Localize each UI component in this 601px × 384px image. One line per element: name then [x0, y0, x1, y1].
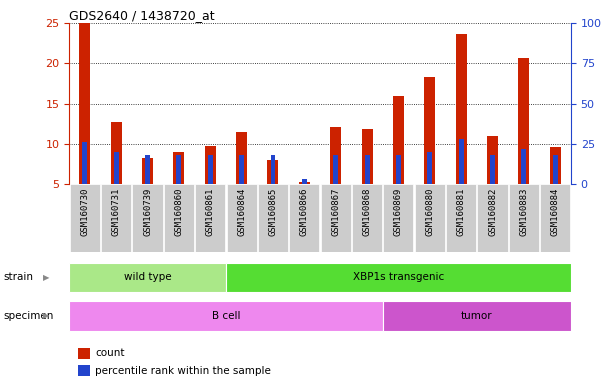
Bar: [477, 184, 508, 252]
Bar: [330, 127, 341, 184]
Bar: [70, 184, 100, 252]
Text: GSM160869: GSM160869: [394, 188, 403, 236]
Text: GSM160866: GSM160866: [300, 188, 309, 236]
Bar: [142, 158, 153, 184]
Bar: [383, 301, 571, 331]
Text: GSM160731: GSM160731: [112, 188, 121, 236]
Bar: [208, 155, 213, 184]
Bar: [456, 34, 466, 184]
Bar: [236, 132, 247, 184]
Bar: [145, 155, 150, 184]
Bar: [427, 152, 432, 184]
Bar: [490, 155, 495, 184]
Text: ▶: ▶: [43, 311, 50, 320]
Text: GSM160867: GSM160867: [331, 188, 340, 236]
Text: GSM160864: GSM160864: [237, 188, 246, 236]
Bar: [321, 184, 351, 252]
Bar: [69, 301, 383, 331]
Bar: [487, 136, 498, 184]
Text: GDS2640 / 1438720_at: GDS2640 / 1438720_at: [69, 9, 215, 22]
Text: GSM160730: GSM160730: [81, 188, 90, 236]
Bar: [82, 142, 87, 184]
Bar: [553, 155, 558, 184]
Bar: [365, 155, 370, 184]
Bar: [383, 184, 413, 252]
Bar: [69, 263, 226, 292]
Text: strain: strain: [3, 272, 33, 283]
Text: GSM160739: GSM160739: [143, 188, 152, 236]
Text: GSM160868: GSM160868: [362, 188, 371, 236]
Bar: [174, 152, 185, 184]
Text: GSM160884: GSM160884: [551, 188, 560, 236]
Bar: [239, 155, 244, 184]
Bar: [302, 179, 307, 184]
Bar: [550, 147, 561, 184]
Bar: [177, 155, 182, 184]
Text: wild type: wild type: [124, 272, 171, 283]
Bar: [522, 149, 526, 184]
Bar: [267, 160, 278, 184]
Bar: [289, 184, 319, 252]
Text: GSM160882: GSM160882: [488, 188, 497, 236]
Text: B cell: B cell: [212, 311, 240, 321]
Text: tumor: tumor: [461, 311, 493, 321]
Bar: [509, 184, 539, 252]
Bar: [79, 23, 90, 184]
Bar: [519, 58, 529, 184]
Bar: [333, 155, 338, 184]
Bar: [446, 184, 476, 252]
Bar: [227, 184, 257, 252]
Bar: [299, 182, 310, 184]
Bar: [195, 184, 225, 252]
Text: GSM160861: GSM160861: [206, 188, 215, 236]
Bar: [393, 96, 404, 184]
Bar: [226, 263, 571, 292]
Text: percentile rank within the sample: percentile rank within the sample: [95, 366, 271, 376]
Text: GSM160883: GSM160883: [519, 188, 528, 236]
Text: GSM160881: GSM160881: [457, 188, 466, 236]
Text: XBP1s transgenic: XBP1s transgenic: [353, 272, 444, 283]
Bar: [540, 184, 570, 252]
Bar: [132, 184, 163, 252]
Bar: [258, 184, 288, 252]
Bar: [362, 129, 373, 184]
Bar: [164, 184, 194, 252]
Bar: [101, 184, 131, 252]
Bar: [111, 122, 121, 184]
Text: specimen: specimen: [3, 311, 53, 321]
Bar: [459, 139, 463, 184]
Bar: [396, 155, 401, 184]
Text: GSM160860: GSM160860: [174, 188, 183, 236]
Text: count: count: [95, 348, 124, 358]
Text: GSM160865: GSM160865: [269, 188, 278, 236]
Bar: [352, 184, 382, 252]
Text: ▶: ▶: [43, 273, 50, 282]
Bar: [415, 184, 445, 252]
Text: GSM160880: GSM160880: [426, 188, 435, 236]
Bar: [424, 77, 435, 184]
Bar: [205, 146, 216, 184]
Bar: [270, 155, 275, 184]
Bar: [114, 152, 118, 184]
